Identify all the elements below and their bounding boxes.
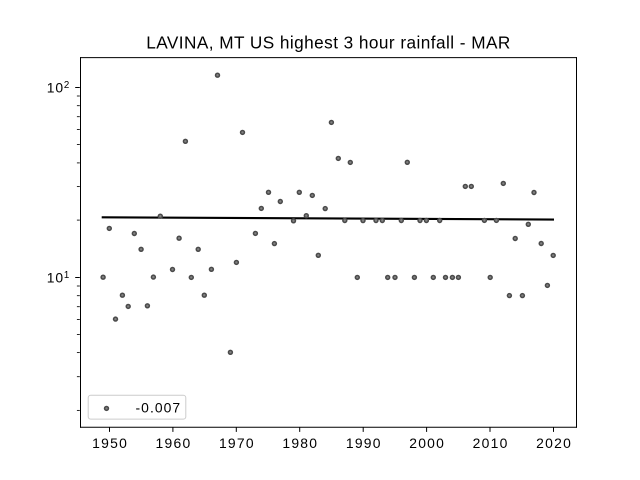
svg-text:1960: 1960 [156,435,192,451]
svg-text:1980: 1980 [282,435,318,451]
svg-text:2020: 2020 [536,435,572,451]
svg-text:101: 101 [47,270,70,286]
svg-text:2000: 2000 [409,435,445,451]
svg-text:-0.007: -0.007 [136,399,182,415]
svg-text:1990: 1990 [346,435,382,451]
svg-text:1970: 1970 [219,435,255,451]
svg-text:2010: 2010 [473,435,509,451]
svg-text:LAVINA, MT US highest 3 hour r: LAVINA, MT US highest 3 hour rainfall - … [146,33,511,53]
svg-text:1950: 1950 [92,435,128,451]
svg-text:102: 102 [47,80,70,96]
